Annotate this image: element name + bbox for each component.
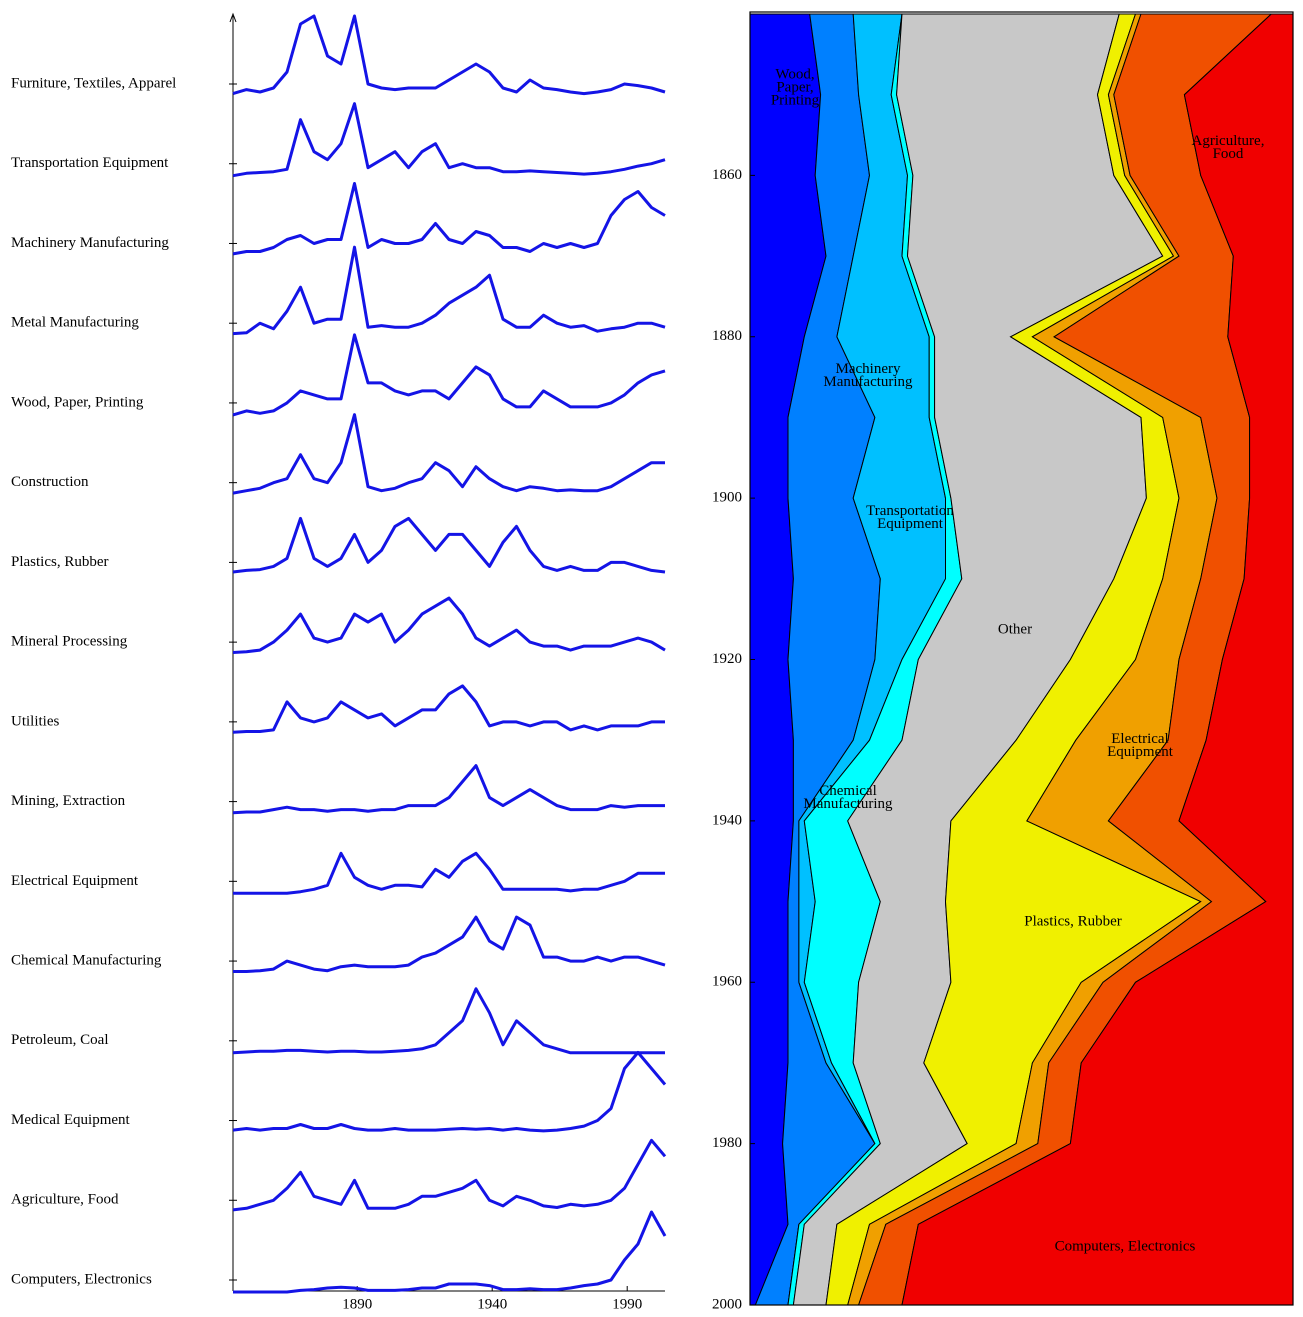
series-line (232, 1051, 667, 1133)
series-line (232, 245, 666, 336)
series-line (233, 1210, 667, 1294)
y-tick-label: 1940 (712, 812, 742, 828)
row-label: Utilities (11, 713, 59, 729)
y-tick-label: 2000 (712, 1296, 742, 1312)
series-line (232, 764, 665, 815)
y-tick-label: 1920 (712, 651, 742, 667)
series-line (232, 987, 665, 1055)
area-label: Electrical Equipment (1107, 731, 1173, 760)
x-tick-label: 1990 (612, 1296, 642, 1312)
row-label: Petroleum, Coal (11, 1032, 109, 1048)
area-label: Transportation Equipment (866, 503, 954, 532)
row-label: Machinery Manufacturing (11, 235, 169, 251)
series-line (232, 14, 666, 96)
row-label: Mining, Extraction (11, 793, 126, 809)
row-label: Wood, Paper, Printing (11, 394, 144, 410)
row-label: Medical Equipment (11, 1112, 131, 1128)
x-tick-label: 1940 (477, 1296, 507, 1312)
row-label: Metal Manufacturing (11, 315, 139, 331)
area-label: Wood, Paper, Printing (770, 66, 820, 109)
x-tick-label: 1890 (342, 1296, 372, 1312)
row-label: Transportation Equipment (11, 155, 169, 171)
y-tick-label: 1860 (712, 167, 742, 183)
series-line (232, 102, 666, 178)
y-tick-label: 1980 (712, 1135, 742, 1151)
row-label: Chemical Manufacturing (11, 953, 162, 969)
area-label: Agriculture, Food (1191, 133, 1265, 162)
area-label: Other (997, 621, 1033, 638)
series-line (232, 684, 665, 734)
row-label: Furniture, Textiles, Apparel (11, 75, 176, 91)
y-axis-arrow (229, 12, 237, 23)
series-line (233, 851, 665, 895)
row-label: Agriculture, Food (11, 1192, 119, 1208)
series-line (232, 333, 666, 417)
y-tick-label: 1900 (712, 490, 742, 506)
plot-frame (749, 11, 1294, 1306)
row-label: Electrical Equipment (11, 873, 139, 889)
row-label: Construction (11, 474, 89, 490)
y-tick-label: 1880 (712, 328, 742, 344)
series-line (232, 596, 666, 654)
series-line (232, 413, 665, 495)
series-line (232, 516, 666, 574)
area-label: Plastics, Rubber (1024, 913, 1122, 930)
area-label: Computers, Electronics (1054, 1238, 1196, 1255)
row-label: Plastics, Rubber (11, 554, 109, 570)
series-line (232, 182, 666, 256)
area-label: Chemical Manufacturing (803, 783, 893, 812)
row-label: Mineral Processing (11, 634, 128, 650)
series-line (232, 1138, 667, 1212)
series-line (233, 915, 666, 973)
row-label: Computers, Electronics (11, 1271, 152, 1287)
area-label: Machinery Manufacturing (823, 361, 913, 390)
y-tick-label: 1960 (712, 974, 742, 990)
